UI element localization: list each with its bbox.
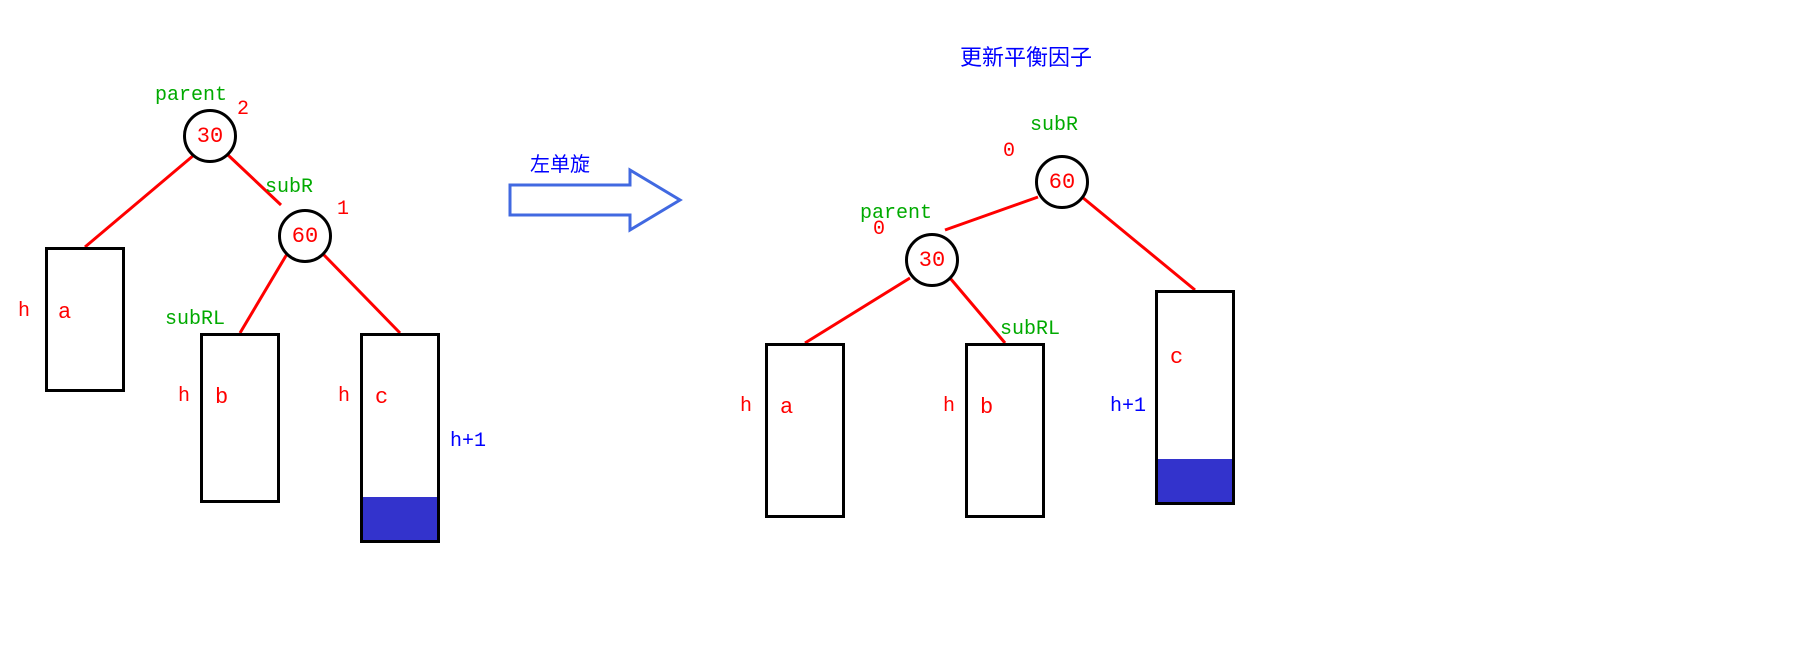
subtree-a-left bbox=[45, 247, 125, 392]
subtree-label: a bbox=[780, 395, 793, 420]
node-60-left: 60 bbox=[278, 209, 332, 263]
left-rotate-arrow-icon bbox=[510, 170, 680, 230]
edge bbox=[240, 254, 287, 333]
edges-svg bbox=[0, 0, 1809, 660]
node-value: 30 bbox=[197, 124, 223, 149]
height-label: h bbox=[338, 385, 350, 408]
new-node-fill-icon bbox=[363, 497, 437, 540]
height-label: h bbox=[740, 395, 752, 418]
label-subrl-right: subRL bbox=[1000, 318, 1060, 341]
edge bbox=[950, 278, 1005, 343]
subtree-label: b bbox=[980, 395, 993, 420]
label-subr-left: subR bbox=[265, 176, 313, 199]
balance-factor: 1 bbox=[337, 198, 349, 221]
height-plus-one-label: h+1 bbox=[450, 430, 486, 453]
edge bbox=[945, 197, 1038, 230]
label-parent-right: parent bbox=[860, 202, 932, 225]
node-value: 60 bbox=[1049, 170, 1075, 195]
node-30-left: 30 bbox=[183, 109, 237, 163]
label-subr-right: subR bbox=[1030, 114, 1078, 137]
edge bbox=[805, 278, 910, 343]
arrow-label: 左单旋 bbox=[530, 148, 590, 178]
height-label: h bbox=[178, 385, 190, 408]
subtree-b-right bbox=[965, 343, 1045, 518]
balance-factor: 0 bbox=[1003, 140, 1015, 163]
title-update-balance: 更新平衡因子 bbox=[960, 40, 1092, 72]
balance-factor: 0 bbox=[873, 218, 885, 241]
balance-factor: 2 bbox=[237, 98, 249, 121]
subtree-label: b bbox=[215, 385, 228, 410]
height-plus-one-label: h+1 bbox=[1110, 395, 1146, 418]
node-value: 30 bbox=[919, 248, 945, 273]
height-label: h bbox=[18, 300, 30, 323]
label-parent-left: parent bbox=[155, 84, 227, 107]
subtree-label: c bbox=[1170, 345, 1183, 370]
subtree-a-right bbox=[765, 343, 845, 518]
edge bbox=[85, 155, 194, 247]
label-subrl-left: subRL bbox=[165, 308, 225, 331]
new-node-fill-icon bbox=[1158, 459, 1232, 502]
subtree-b-left bbox=[200, 333, 280, 503]
node-value: 60 bbox=[292, 224, 318, 249]
edge bbox=[323, 254, 400, 333]
node-60-right: 60 bbox=[1035, 155, 1089, 209]
subtree-label: c bbox=[375, 385, 388, 410]
subtree-label: a bbox=[58, 300, 71, 325]
edge bbox=[1082, 197, 1195, 290]
height-label: h bbox=[943, 395, 955, 418]
diagram-stage: 左单旋 更新平衡因子 30 parent 2 60 subR 1 a h b h… bbox=[0, 0, 1809, 660]
node-30-right: 30 bbox=[905, 233, 959, 287]
